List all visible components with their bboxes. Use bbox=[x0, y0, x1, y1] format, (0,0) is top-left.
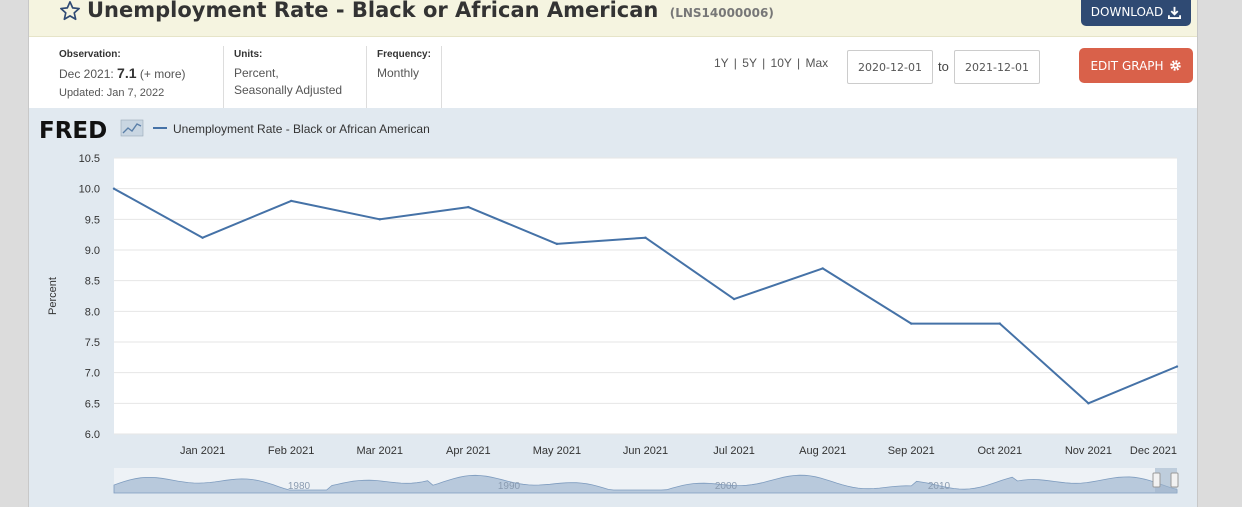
data-point[interactable] bbox=[555, 242, 559, 246]
series-id: (LNS14000006) bbox=[669, 6, 774, 20]
x-tick-label: Apr 2021 bbox=[446, 445, 491, 457]
end-date-input[interactable]: 2021-12-01 bbox=[954, 50, 1040, 84]
start-date-input[interactable]: 2020-12-01 bbox=[847, 50, 933, 84]
y-tick-label: 7.5 bbox=[85, 337, 100, 349]
units-line2: Seasonally Adjusted bbox=[234, 83, 343, 97]
y-axis-label: Percent bbox=[47, 277, 59, 315]
more-observations-link[interactable]: (+ more) bbox=[139, 67, 186, 81]
edit-graph-button[interactable]: EDIT GRAPH bbox=[1079, 48, 1193, 83]
chart-area: FRED Unemployment Rate - Black or Africa… bbox=[29, 108, 1197, 507]
range-10y[interactable]: 10Y bbox=[770, 56, 792, 70]
graph-panel: Unemployment Rate - Black or African Ame… bbox=[28, 0, 1198, 507]
download-icon bbox=[1168, 6, 1182, 19]
page-title: Unemployment Rate - Black or African Ame… bbox=[87, 0, 774, 22]
range-5y[interactable]: 5Y bbox=[742, 56, 757, 70]
fred-logo: FRED bbox=[39, 118, 144, 144]
data-point[interactable] bbox=[910, 322, 913, 325]
observation-block: Observation: Dec 2021: 7.1 (+ more) Upda… bbox=[59, 46, 222, 102]
frequency-block: Frequency: Monthly bbox=[366, 46, 442, 108]
y-tick-label: 7.0 bbox=[85, 368, 100, 380]
range-links: 1Y | 5Y | 10Y | Max bbox=[714, 56, 829, 70]
units-label: Units: bbox=[234, 49, 263, 60]
frequency-value: Monthly bbox=[377, 66, 420, 80]
x-tick-label: Jan 2021 bbox=[180, 445, 225, 457]
edit-graph-label: EDIT GRAPH bbox=[1090, 58, 1164, 73]
data-point[interactable] bbox=[112, 187, 116, 190]
fred-logo-chart-icon bbox=[120, 119, 144, 137]
frequency-label: Frequency: bbox=[377, 49, 431, 60]
y-tick-label: 8.0 bbox=[85, 306, 100, 318]
x-tick-label: Jun 2021 bbox=[623, 445, 668, 457]
range-navigator[interactable]: 1980 1990 2000 2010 bbox=[113, 468, 1179, 494]
to-label: to bbox=[938, 59, 949, 74]
y-tick-label: 9.0 bbox=[85, 245, 100, 257]
range-1y[interactable]: 1Y bbox=[714, 56, 729, 70]
data-point[interactable] bbox=[821, 267, 824, 270]
data-point[interactable] bbox=[1087, 402, 1090, 405]
units-block: Units: Percent, Seasonally Adjusted bbox=[223, 46, 366, 108]
y-tick-label: 6.0 bbox=[85, 429, 100, 441]
units-line1: Percent, bbox=[234, 66, 279, 80]
x-tick-label: Jul 2021 bbox=[713, 445, 755, 457]
data-point[interactable] bbox=[378, 218, 381, 221]
observation-value: 7.1 bbox=[117, 65, 137, 81]
star-icon[interactable] bbox=[59, 0, 81, 22]
title-bar: Unemployment Rate - Black or African Ame… bbox=[29, 0, 1197, 37]
x-tick-label: May 2021 bbox=[533, 445, 581, 457]
y-tick-label: 6.5 bbox=[85, 398, 100, 410]
download-label: DOWNLOAD bbox=[1090, 5, 1164, 19]
plot-background bbox=[114, 158, 1177, 434]
y-tick-label: 8.5 bbox=[85, 276, 100, 288]
x-tick-label: Aug 2021 bbox=[799, 445, 846, 457]
data-point[interactable] bbox=[644, 236, 647, 239]
range-max[interactable]: Max bbox=[805, 56, 829, 70]
x-tick-label: Feb 2021 bbox=[268, 445, 314, 457]
fred-logo-text: FRED bbox=[39, 118, 107, 144]
navigator-label: 2000 bbox=[715, 481, 738, 492]
series-title: Unemployment Rate - Black or African Ame… bbox=[87, 0, 659, 22]
data-point[interactable] bbox=[201, 236, 204, 239]
navigator-series bbox=[113, 474, 1178, 494]
navigator-label: 1990 bbox=[498, 481, 521, 492]
x-tick-label: Nov 2021 bbox=[1065, 445, 1112, 457]
data-point[interactable] bbox=[467, 205, 470, 209]
navigator-label: 1980 bbox=[288, 481, 311, 492]
download-button[interactable]: DOWNLOAD bbox=[1081, 0, 1191, 26]
x-tick-label: Dec 2021 bbox=[1130, 445, 1177, 457]
legend-label: Unemployment Rate - Black or African Ame… bbox=[173, 122, 430, 136]
navigator-label: 2010 bbox=[928, 481, 951, 492]
navigator-left-handle[interactable] bbox=[1152, 472, 1161, 488]
x-tick-label: Oct 2021 bbox=[978, 445, 1023, 457]
y-tick-label: 10.5 bbox=[79, 153, 100, 165]
observation-label: Observation: bbox=[59, 49, 121, 60]
x-tick-label: Mar 2021 bbox=[357, 445, 403, 457]
data-point[interactable] bbox=[1175, 365, 1179, 368]
updated-date: Updated: Jan 7, 2022 bbox=[59, 87, 165, 99]
data-point[interactable] bbox=[289, 199, 293, 203]
x-tick-label: Sep 2021 bbox=[888, 445, 935, 457]
observation-period: Dec 2021: bbox=[59, 67, 114, 81]
y-tick-label: 9.5 bbox=[85, 214, 100, 226]
navigator-right-handle[interactable] bbox=[1170, 472, 1179, 488]
y-tick-label: 10.0 bbox=[79, 184, 100, 196]
data-point[interactable] bbox=[732, 297, 736, 301]
line-chart: FRED Unemployment Rate - Black or Africa… bbox=[39, 118, 1179, 494]
gear-icon bbox=[1169, 60, 1181, 71]
data-point[interactable] bbox=[998, 322, 1002, 325]
